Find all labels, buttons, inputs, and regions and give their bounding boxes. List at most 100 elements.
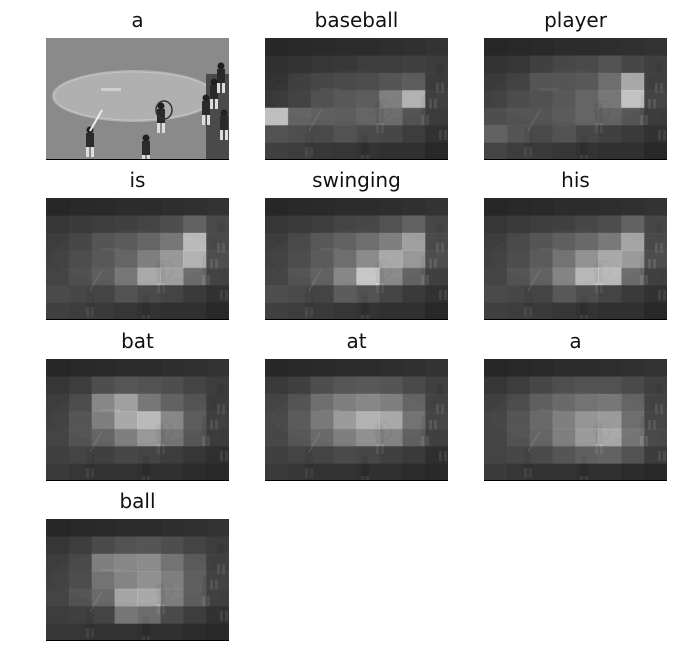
attention-heatmap-svg bbox=[46, 519, 229, 641]
attention-heatmap-svg bbox=[265, 359, 448, 481]
attention-cell bbox=[183, 233, 206, 251]
attention-cell bbox=[530, 446, 553, 464]
attention-cell bbox=[530, 250, 553, 268]
attention-heatmap bbox=[484, 198, 667, 320]
attention-cell bbox=[576, 55, 599, 73]
attention-cell bbox=[379, 446, 402, 464]
attention-cell bbox=[357, 108, 380, 126]
attention-cell bbox=[553, 429, 576, 447]
attention-cell bbox=[402, 303, 425, 320]
attention-cell bbox=[138, 624, 161, 641]
attention-cell bbox=[425, 38, 448, 56]
attention-cell bbox=[379, 285, 402, 303]
attention-cell bbox=[115, 359, 138, 377]
attention-cell bbox=[425, 215, 448, 233]
attention-cell bbox=[621, 215, 644, 233]
attention-cell bbox=[598, 285, 621, 303]
attention-cell bbox=[576, 198, 599, 216]
attention-cell bbox=[402, 359, 425, 377]
attention-cell bbox=[265, 125, 288, 143]
attention-cell bbox=[379, 198, 402, 216]
attention-cell bbox=[484, 198, 507, 216]
attention-cell bbox=[576, 90, 599, 108]
attention-heatmap bbox=[265, 38, 448, 160]
attention-cell bbox=[183, 268, 206, 286]
attention-cell bbox=[379, 359, 402, 377]
attention-cell bbox=[160, 446, 183, 464]
panel-word-label: is bbox=[46, 166, 229, 194]
attention-cell bbox=[644, 268, 667, 286]
attention-cell bbox=[265, 394, 288, 412]
attention-cell bbox=[644, 446, 667, 464]
attention-cell bbox=[288, 90, 311, 108]
original-image-svg bbox=[46, 38, 229, 160]
attention-panel: ball bbox=[46, 487, 229, 641]
attention-cell bbox=[115, 606, 138, 624]
attention-cell bbox=[598, 394, 621, 412]
attention-cell bbox=[206, 464, 229, 481]
attention-cell bbox=[288, 464, 311, 481]
attention-cell bbox=[644, 38, 667, 56]
attention-cell bbox=[357, 125, 380, 143]
attention-cell bbox=[530, 376, 553, 394]
attention-cell bbox=[92, 285, 115, 303]
attention-cell bbox=[160, 268, 183, 286]
attention-cell bbox=[206, 606, 229, 624]
attention-cell bbox=[621, 359, 644, 377]
attention-cell bbox=[621, 90, 644, 108]
attention-cell bbox=[507, 411, 530, 429]
attention-cell bbox=[621, 38, 644, 56]
attention-cell bbox=[425, 90, 448, 108]
attention-cell bbox=[507, 376, 530, 394]
attention-cell bbox=[576, 464, 599, 481]
attention-cell bbox=[402, 215, 425, 233]
attention-cell bbox=[507, 90, 530, 108]
attention-cell bbox=[379, 233, 402, 251]
attention-cell bbox=[92, 536, 115, 554]
attention-cell bbox=[206, 394, 229, 412]
attention-cell bbox=[598, 38, 621, 56]
attention-panel: swinging bbox=[265, 166, 448, 320]
attention-cell bbox=[576, 429, 599, 447]
attention-heatmap bbox=[265, 198, 448, 320]
attention-cell bbox=[138, 250, 161, 268]
attention-cell bbox=[425, 303, 448, 320]
attention-cell bbox=[484, 464, 507, 481]
attention-cell bbox=[425, 73, 448, 91]
attention-cell bbox=[115, 554, 138, 572]
attention-cell bbox=[92, 429, 115, 447]
attention-cell bbox=[357, 38, 380, 56]
attention-cell bbox=[92, 233, 115, 251]
attention-cell bbox=[334, 90, 357, 108]
attention-cell bbox=[425, 268, 448, 286]
attention-cell bbox=[311, 411, 334, 429]
attention-cell bbox=[598, 268, 621, 286]
attention-cell bbox=[265, 108, 288, 126]
attention-cell bbox=[621, 250, 644, 268]
attention-cell bbox=[357, 376, 380, 394]
attention-cell bbox=[402, 268, 425, 286]
attention-cell bbox=[46, 233, 69, 251]
attention-cell bbox=[576, 411, 599, 429]
attention-cell bbox=[69, 215, 92, 233]
attention-cell bbox=[357, 143, 380, 160]
attention-cell bbox=[425, 233, 448, 251]
attention-cell bbox=[206, 446, 229, 464]
attention-cell bbox=[484, 108, 507, 126]
attention-cell bbox=[206, 268, 229, 286]
attention-cell bbox=[507, 446, 530, 464]
attention-cell bbox=[402, 198, 425, 216]
attention-cell bbox=[576, 285, 599, 303]
attention-cell bbox=[183, 571, 206, 589]
attention-cell bbox=[160, 250, 183, 268]
attention-cell bbox=[160, 589, 183, 607]
attention-cell bbox=[206, 285, 229, 303]
attention-cell bbox=[69, 376, 92, 394]
attention-cell bbox=[183, 359, 206, 377]
attention-cell bbox=[183, 411, 206, 429]
attention-cell bbox=[183, 536, 206, 554]
attention-cell bbox=[311, 359, 334, 377]
attention-cell bbox=[598, 233, 621, 251]
attention-cell bbox=[46, 429, 69, 447]
attention-cell bbox=[138, 554, 161, 572]
